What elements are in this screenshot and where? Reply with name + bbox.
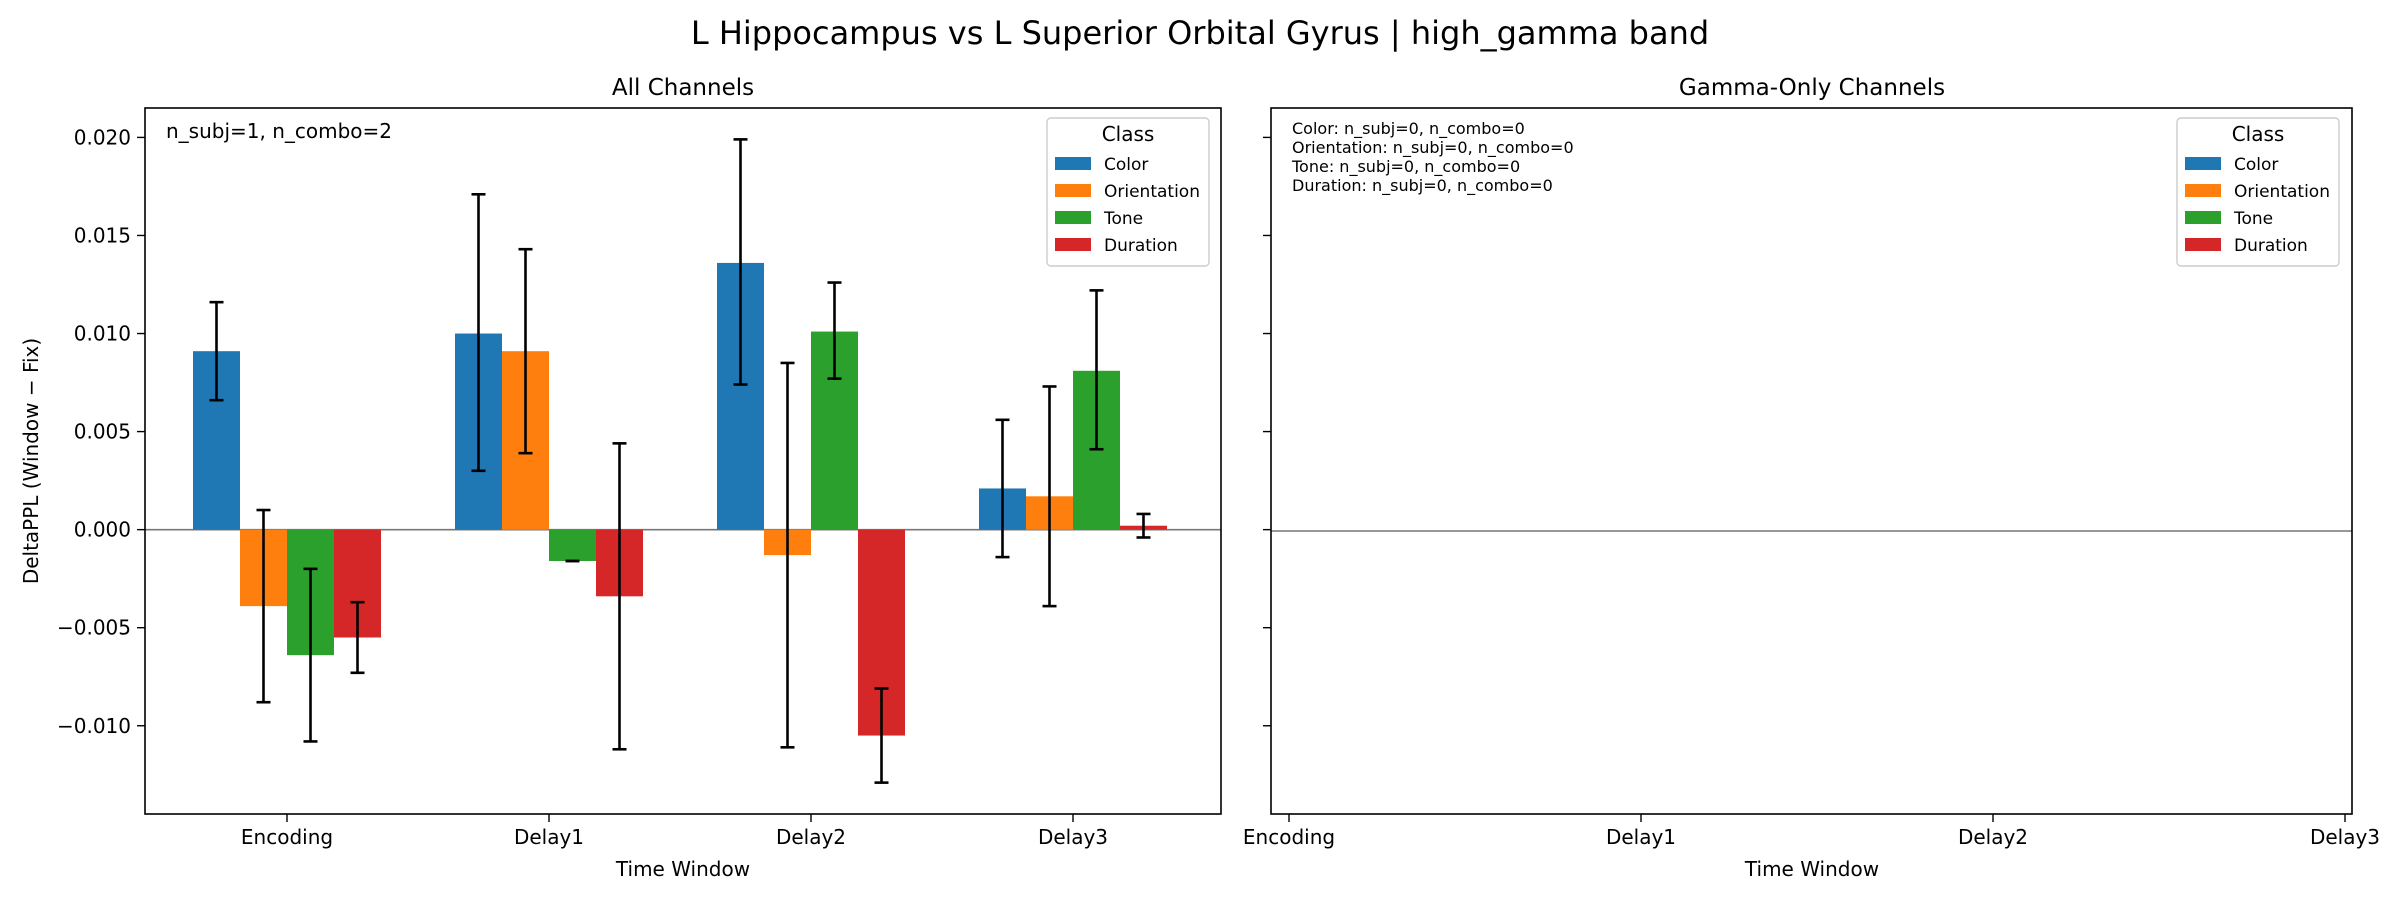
errorbar-tone-delay2 — [827, 281, 842, 380]
x-tick-label: Delay3 — [2310, 825, 2380, 849]
legend-label-orientation: Orientation — [1104, 182, 1200, 202]
left-legend: Class Color Orientation Tone Duration — [1046, 117, 1210, 267]
errorbar-tone-encoding — [303, 567, 318, 743]
legend-swatch-duration — [2185, 238, 2221, 251]
figure-suptitle: L Hippocampus vs L Superior Orbital Gyru… — [691, 14, 1709, 52]
errorbar-duration-delay1 — [612, 442, 627, 751]
errorbar-tone-delay3 — [1089, 289, 1104, 451]
x-tick-label: Encoding — [1243, 825, 1335, 849]
panel-gamma-only: Gamma-Only Channels Encoding Delay1 Delay2… — [1243, 75, 2380, 881]
y-tick-label: 0.005 — [74, 420, 131, 444]
errorbar-duration-encoding — [350, 600, 365, 675]
right-legend: Class Color Orientation Tone Duration — [2176, 117, 2340, 267]
left-bars — [193, 262, 1167, 736]
x-tick-label: Delay3 — [1038, 825, 1108, 849]
y-tick-label: 0.015 — [74, 223, 131, 247]
y-tick-label: 0.020 — [74, 125, 131, 149]
errorbar-duration-delay2 — [874, 687, 889, 784]
left-error-bars — [209, 138, 1151, 784]
right-annotation-line: Duration: n_subj=0, n_combo=0 — [1292, 176, 1553, 196]
legend-swatch-tone — [2185, 211, 2221, 224]
errorbar-color-delay3 — [995, 418, 1010, 559]
errorbar-orientation-delay3 — [1042, 385, 1057, 608]
y-tick-label: −0.005 — [57, 616, 131, 640]
x-tick-label: Delay2 — [1958, 825, 2028, 849]
legend-label-orientation: Orientation — [2234, 182, 2330, 202]
errorbar-duration-delay3 — [1136, 512, 1151, 539]
legend-label-duration: Duration — [2234, 236, 2308, 256]
x-tick-label: Delay1 — [514, 825, 584, 849]
x-tick-label: Encoding — [241, 825, 333, 849]
legend-swatch-orientation — [1055, 184, 1091, 197]
errorbar-color-delay2 — [733, 138, 748, 386]
right-y-ticks — [1263, 136, 1271, 727]
legend-swatch-color — [1055, 157, 1091, 170]
y-tick-label: 0.010 — [74, 322, 131, 346]
legend-title: Class — [2232, 122, 2285, 146]
y-tick-label: −0.010 — [57, 714, 131, 738]
right-annotation-line: Orientation: n_subj=0, n_combo=0 — [1292, 138, 1574, 158]
panel-title-right: Gamma-Only Channels — [1679, 75, 1945, 101]
x-tick-label: Delay1 — [1606, 825, 1676, 849]
left-annotation: n_subj=1, n_combo=2 — [166, 119, 392, 143]
legend-label-tone: Tone — [2233, 209, 2273, 229]
panel-all-channels: All Channels 0.020 0.015 0.010 0.005 0.000 −0… — [19, 75, 1222, 881]
left-y-axis-label: DeltaPPL (Window − Fix) — [19, 338, 43, 584]
errorbar-orientation-encoding — [256, 508, 271, 704]
legend-label-duration: Duration — [1104, 236, 1178, 256]
legend-swatch-tone — [1055, 211, 1091, 224]
right-x-axis: Encoding Delay1 Delay2 Delay3 — [1243, 814, 2380, 849]
legend-swatch-color — [2185, 157, 2221, 170]
right-plot-frame — [1270, 107, 2353, 815]
legend-swatch-orientation — [2185, 184, 2221, 197]
errorbar-orientation-delay1 — [518, 247, 533, 455]
legend-box — [1046, 117, 1210, 267]
errorbar-color-encoding — [209, 300, 224, 402]
legend-label-color: Color — [1104, 155, 1148, 175]
panel-title-left: All Channels — [612, 75, 754, 101]
right-annotation-line: Tone: n_subj=0, n_combo=0 — [1291, 157, 1520, 177]
errorbar-orientation-delay2 — [780, 361, 795, 749]
right-annotation-line: Color: n_subj=0, n_combo=0 — [1292, 119, 1525, 139]
legend-label-color: Color — [2234, 155, 2278, 175]
legend-label-tone: Tone — [1103, 209, 1143, 229]
right-x-axis-label: Time Window — [1744, 857, 1879, 881]
y-tick-label: 0.000 — [74, 518, 131, 542]
errorbar-color-delay1 — [471, 192, 486, 473]
bar-tone-delay1 — [549, 529, 596, 562]
left-x-axis-label: Time Window — [615, 857, 750, 881]
left-plot-frame — [144, 107, 1222, 815]
legend-title: Class — [1102, 122, 1155, 146]
legend-swatch-duration — [1055, 238, 1091, 251]
x-tick-label: Delay2 — [776, 825, 846, 849]
legend-box — [2176, 117, 2340, 267]
left-y-axis: 0.020 0.015 0.010 0.005 0.000 −0.005 −0.010 — [57, 125, 145, 738]
left-x-axis: Encoding Delay1 Delay2 Delay3 — [241, 814, 1108, 849]
